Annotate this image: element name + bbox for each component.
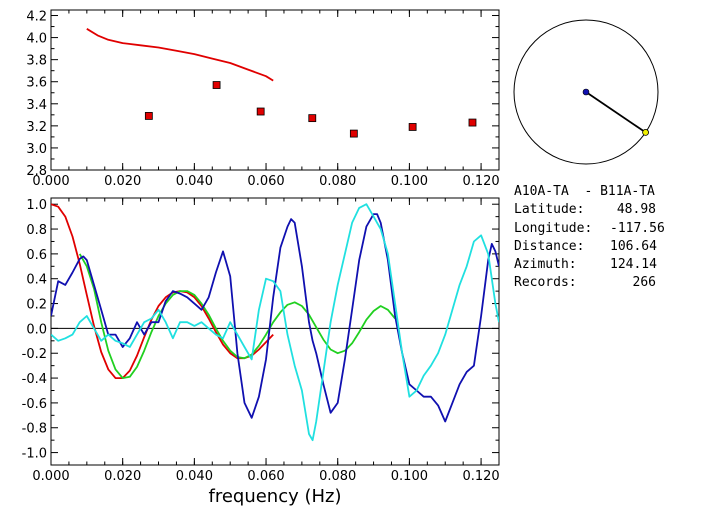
y-tick-label: 3.0 [26,142,47,157]
station-b-dot [642,129,649,136]
x-axis-label: frequency (Hz) [208,486,341,507]
y-tick-label: 0.4 [26,273,47,288]
info-value: 106.64 [610,238,657,254]
plot-area [51,203,499,442]
info-row: Azimuth: 124.14 [514,256,657,274]
info-label: Records: [514,275,577,291]
y-tick-label: 0.2 [26,298,47,313]
y-tick-label: 3.4 [26,98,47,113]
x-tick-label: 0.080 [319,469,356,484]
data-point [408,123,417,131]
azimuth-line [585,91,647,134]
compass-circle [513,19,659,165]
info-value: 48.98 [616,202,656,218]
info-label: Azimuth: [514,257,577,273]
y-tick-label: 0.8 [26,223,47,238]
x-tick-label: 0.020 [104,469,141,484]
red-series-line [51,203,274,380]
y-tick-label: -0.4 [22,372,47,387]
station-pair-label: A10A-TA - B11A-TA [514,184,655,199]
x-tick-label: 0.120 [462,469,499,484]
x-tick-label: 0.040 [176,469,213,484]
y-tick-label: 0.0 [26,322,47,337]
x-tick-label: 0.060 [247,174,284,189]
x-tick-label: 0.100 [391,174,428,189]
blue-series-line [51,213,499,423]
x-tick-label: 0.020 [104,174,141,189]
cyan-series-line [51,203,499,442]
y-tick-label: 3.8 [26,54,47,69]
info-row: Records: 266 [514,274,656,292]
info-rows: Latitude: 48.98 Longitude: -117.56 Distance:… [514,201,665,292]
plot-area [86,28,477,138]
y-tick-label: 4.0 [26,32,47,47]
y-tick-label: 3.6 [26,76,47,91]
x-tick-label: 0.080 [319,174,356,189]
x-tick-label: 0.100 [391,469,428,484]
azimuth-diagram [513,19,659,165]
data-point [212,81,221,89]
data-point [349,129,358,138]
info-value: -117.56 [610,220,665,236]
y-tick-label: -1.0 [22,447,47,462]
velocity-curve [86,28,274,82]
y-tick-label: 4.2 [26,10,47,25]
info-label: Distance: [514,238,585,254]
x-tick-label: 0.120 [462,174,499,189]
info-label: Latitude: [514,202,585,218]
x-tick-label: 0.060 [247,469,284,484]
data-point [468,118,477,127]
velocity-chart: 0.000 0.020 0.040 0.060 0.080 0.100 0.120 2.8 3.… [26,9,500,189]
correlation-chart: 0.000 0.020 0.040 0.060 0.080 0.100 0.120 1.0 0.… [22,197,500,507]
info-value: 266 [632,275,656,291]
x-tick-label: 0.040 [176,174,213,189]
data-point [308,114,317,123]
info-value: 124.14 [610,257,657,273]
info-row: Distance: 106.64 [514,238,657,256]
data-point [144,112,153,120]
x-tick-label: 0.000 [32,174,69,189]
y-tick-label: 1.0 [26,198,47,213]
y-tick-label: -0.2 [22,347,47,362]
x-tick-label: 0.000 [32,469,69,484]
y-tick-label: 3.2 [26,120,47,135]
info-label: Longitude: [514,220,593,236]
station-a-dot [582,88,590,96]
y-tick-label: 2.8 [26,164,47,179]
info-row: Latitude: 48.98 [514,201,656,219]
y-tick-label: -0.6 [22,397,47,412]
y-tick-label: -0.8 [22,422,47,437]
plot-frame [50,197,500,466]
info-row: Longitude: -117.56 [514,220,665,238]
station-info-panel: A10A-TA - B11A-TA Latitude: 48.98 Longitud… [514,183,665,293]
y-tick-label: 0.6 [26,248,47,263]
plot-frame [50,9,500,171]
data-point [256,107,265,116]
